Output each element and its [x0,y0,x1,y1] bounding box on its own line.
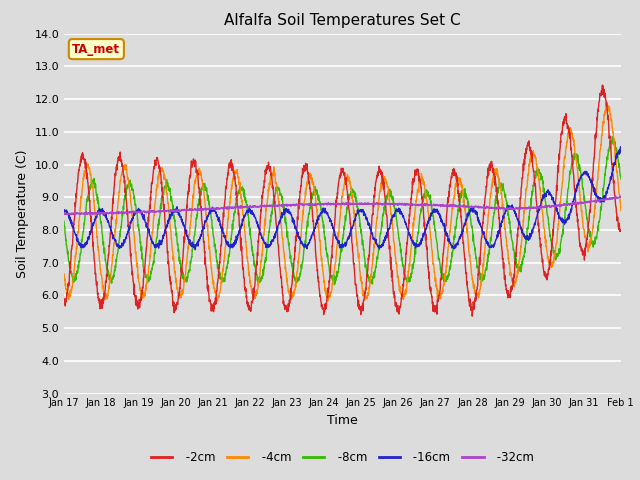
X-axis label: Time: Time [327,414,358,427]
Y-axis label: Soil Temperature (C): Soil Temperature (C) [16,149,29,278]
Title: Alfalfa Soil Temperatures Set C: Alfalfa Soil Temperatures Set C [224,13,461,28]
Text: TA_met: TA_met [72,43,120,56]
Legend:  -2cm,  -4cm,  -8cm,  -16cm,  -32cm: -2cm, -4cm, -8cm, -16cm, -32cm [146,446,539,469]
